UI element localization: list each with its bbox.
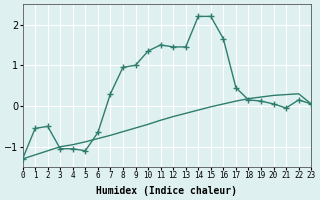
- X-axis label: Humidex (Indice chaleur): Humidex (Indice chaleur): [96, 186, 237, 196]
